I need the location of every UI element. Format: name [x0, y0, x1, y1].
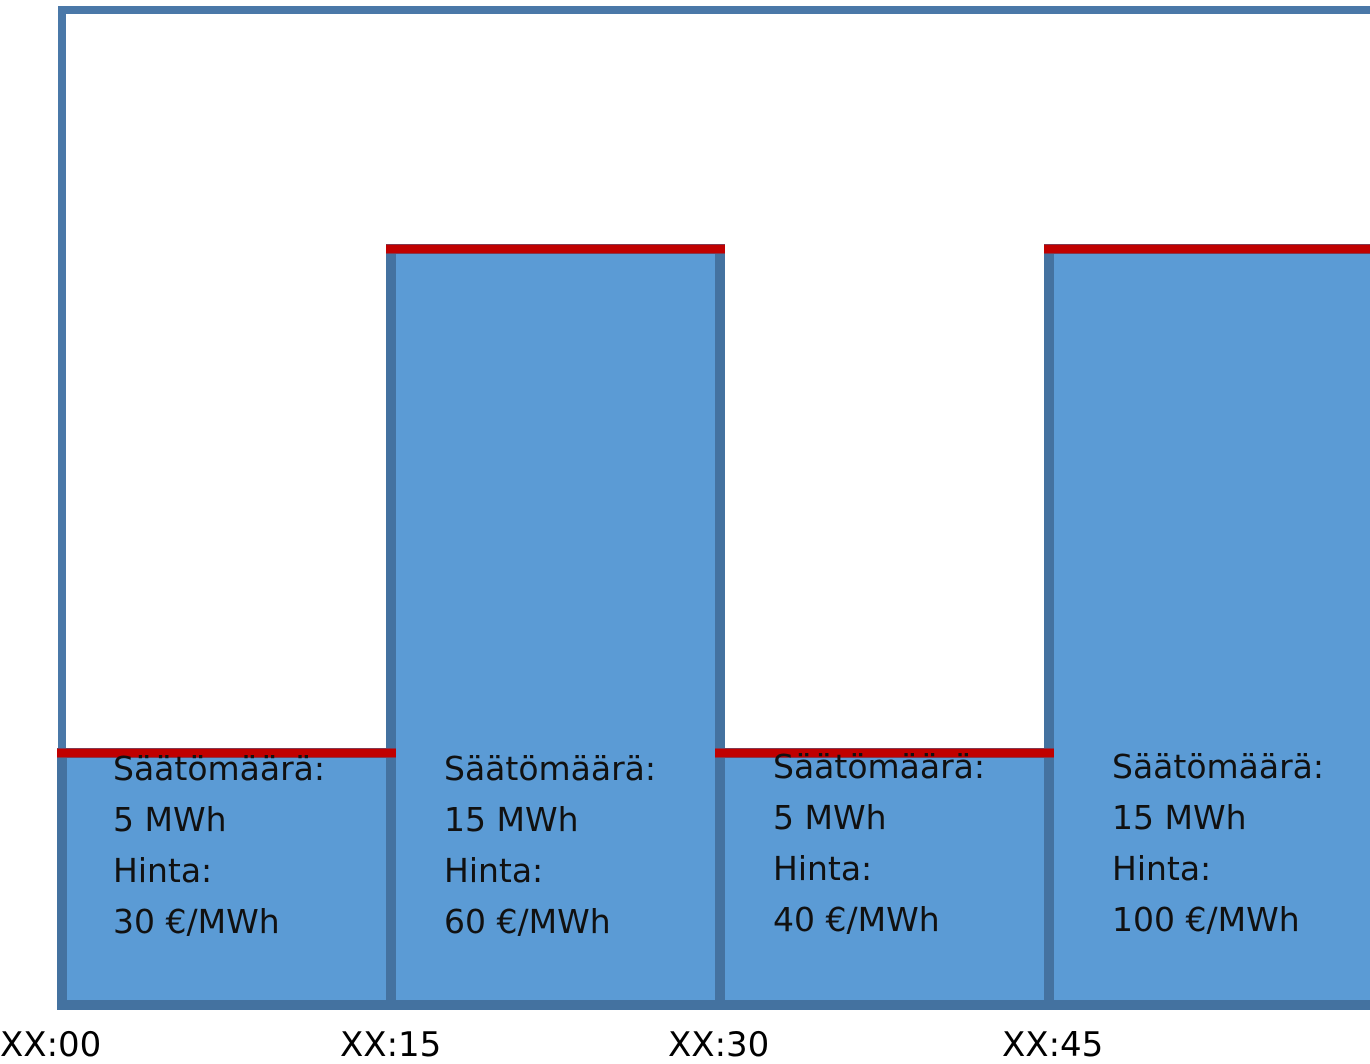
bar-1-price-value: 30 €/MWh [113, 902, 280, 941]
bar-1-price-label: Hinta: [113, 851, 212, 890]
bar-4-amount-label: Säätömäärä: [1112, 747, 1324, 786]
bar-2-price-value: 60 €/MWh [444, 902, 611, 941]
level-lines-group [57, 244, 1370, 758]
bar-2-price-label: Hinta: [444, 851, 543, 890]
x-tick-label-2: XX:15 [340, 1025, 441, 1064]
chart-frame [58, 6, 1370, 1010]
bar-1 [57, 748, 396, 1010]
bar-4-price-label: Hinta: [1112, 849, 1211, 888]
bar-1-amount-label: Säätömäärä: [113, 749, 325, 788]
bar-2 [386, 244, 725, 1010]
bar-3-price-label: Hinta: [773, 849, 872, 888]
x-tick-label-4: XX:45 [1002, 1025, 1103, 1064]
bar-labels-group: Säätömäärä: 5 MWh Hinta: 30 €/MWh Säätömäärä… [113, 747, 1324, 941]
bars-group [57, 244, 1370, 1010]
bar-2-amount-label: Säätömäärä: [444, 749, 656, 788]
x-tick-label-3: XX:30 [668, 1025, 769, 1064]
x-tick-label-1: XX:00 [0, 1025, 101, 1064]
bar-4-amount-value: 15 MWh [1112, 798, 1247, 837]
bar-4 [1044, 244, 1370, 1010]
bar-1-amount-value: 5 MWh [113, 800, 227, 839]
bar-3-price-value: 40 €/MWh [773, 900, 940, 939]
bar-3-amount-label: Säätömäärä: [773, 747, 985, 786]
bar-3-amount-value: 5 MWh [773, 798, 887, 837]
x-tick-labels-group: XX:00 XX:15 XX:30 XX:45 [0, 1025, 1103, 1064]
bar-3 [715, 748, 1054, 1010]
bar-2-amount-value: 15 MWh [444, 800, 579, 839]
bar-4-price-value: 100 €/MWh [1112, 900, 1300, 939]
